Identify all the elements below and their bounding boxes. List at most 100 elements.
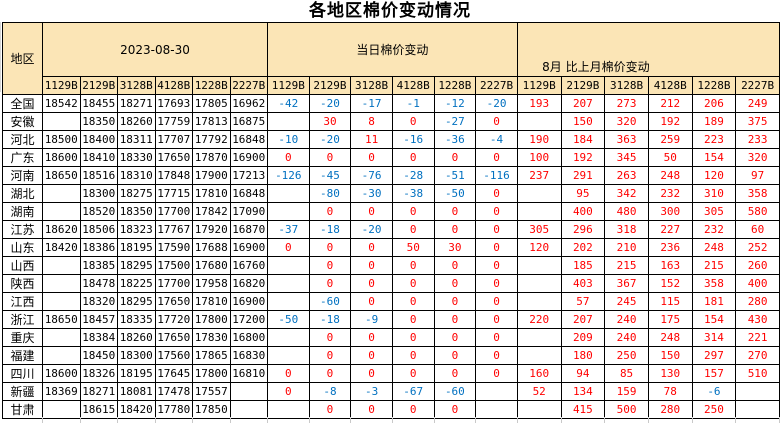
- region-label[interactable]: 甘肃: [2, 400, 43, 419]
- monthly-change-cell[interactable]: [516, 112, 562, 131]
- price-cell[interactable]: 18330: [117, 148, 156, 167]
- monthly-change-cell[interactable]: -6: [691, 382, 737, 401]
- monthly-change-cell[interactable]: 115: [647, 292, 693, 311]
- daily-change-cell[interactable]: 0: [267, 382, 310, 401]
- daily-change-cell[interactable]: 0: [433, 400, 477, 419]
- price-cell[interactable]: 18385: [79, 256, 118, 275]
- monthly-change-cell[interactable]: [516, 256, 562, 275]
- monthly-change-cell[interactable]: 400: [560, 202, 606, 221]
- price-cell[interactable]: [42, 400, 81, 419]
- monthly-change-cell[interactable]: 358: [691, 274, 737, 293]
- monthly-change-cell[interactable]: 152: [647, 274, 693, 293]
- price-cell[interactable]: 18271: [117, 94, 156, 113]
- monthly-change-cell[interactable]: 310: [691, 184, 737, 203]
- monthly-change-cell[interactable]: 236: [647, 238, 693, 257]
- daily-change-cell[interactable]: -4: [475, 130, 518, 149]
- price-cell[interactable]: 17645: [154, 364, 193, 383]
- monthly-change-cell[interactable]: 130: [647, 364, 693, 383]
- price-cell[interactable]: 16830: [229, 346, 268, 365]
- daily-change-cell[interactable]: -67: [391, 382, 435, 401]
- monthly-change-cell[interactable]: 192: [560, 148, 606, 167]
- monthly-change-cell[interactable]: 367: [604, 274, 649, 293]
- price-cell[interactable]: [42, 184, 81, 203]
- daily-change-cell[interactable]: -126: [267, 166, 310, 185]
- price-cell[interactable]: 17780: [154, 400, 193, 419]
- daily-change-cell[interactable]: 0: [475, 274, 518, 293]
- daily-change-cell[interactable]: [267, 400, 310, 419]
- price-cell[interactable]: 18323: [117, 220, 156, 239]
- daily-change-cell[interactable]: 0: [308, 328, 352, 347]
- price-cell[interactable]: 18506: [79, 220, 118, 239]
- monthly-change-cell[interactable]: 248: [647, 166, 693, 185]
- grade-code-header[interactable]: 4128B: [391, 76, 435, 95]
- monthly-change-cell[interactable]: 181: [691, 292, 737, 311]
- price-cell[interactable]: 18516: [79, 166, 118, 185]
- price-cell[interactable]: 16810: [229, 364, 268, 383]
- region-label[interactable]: 福建: [2, 346, 43, 365]
- grade-code-header[interactable]: 3128B: [350, 76, 393, 95]
- grade-code-header[interactable]: 2129B: [560, 76, 606, 95]
- price-cell[interactable]: 18295: [117, 292, 156, 311]
- price-cell[interactable]: 16870: [229, 220, 268, 239]
- daily-change-cell[interactable]: -10: [267, 130, 310, 149]
- region-label[interactable]: 山西: [2, 256, 43, 275]
- price-cell[interactable]: 17792: [192, 130, 231, 149]
- daily-change-cell[interactable]: 0: [475, 364, 518, 383]
- price-cell[interactable]: 17500: [154, 256, 193, 275]
- monthly-change-cell[interactable]: 248: [691, 238, 737, 257]
- daily-change-cell[interactable]: -60: [433, 382, 477, 401]
- price-cell[interactable]: 17805: [192, 94, 231, 113]
- daily-change-cell[interactable]: -18: [308, 310, 352, 329]
- monthly-change-cell[interactable]: 248: [647, 328, 693, 347]
- price-cell[interactable]: 16800: [229, 328, 268, 347]
- monthly-change-cell[interactable]: 270: [735, 346, 780, 365]
- price-cell[interactable]: 16962: [229, 94, 268, 113]
- price-cell[interactable]: 17958: [192, 274, 231, 293]
- price-cell[interactable]: [229, 382, 268, 401]
- daily-change-cell[interactable]: [475, 382, 518, 401]
- daily-change-cell[interactable]: 0: [350, 364, 393, 383]
- monthly-change-cell[interactable]: 150: [647, 346, 693, 365]
- monthly-change-cell[interactable]: 250: [691, 400, 737, 419]
- daily-change-cell[interactable]: -50: [267, 310, 310, 329]
- daily-change-cell[interactable]: 0: [391, 364, 435, 383]
- price-cell[interactable]: 18410: [79, 148, 118, 167]
- monthly-change-cell[interactable]: [735, 382, 780, 401]
- price-cell[interactable]: 16875: [229, 112, 268, 131]
- daily-change-cell[interactable]: -20: [350, 220, 393, 239]
- daily-change-cell[interactable]: 11: [350, 130, 393, 149]
- daily-change-cell[interactable]: -20: [475, 94, 518, 113]
- grade-code-header[interactable]: 2129B: [308, 76, 352, 95]
- monthly-change-cell[interactable]: 120: [691, 166, 737, 185]
- price-cell[interactable]: 18225: [117, 274, 156, 293]
- daily-change-cell[interactable]: 0: [391, 274, 435, 293]
- price-cell[interactable]: 18650: [42, 166, 81, 185]
- monthly-change-cell[interactable]: 314: [691, 328, 737, 347]
- price-cell[interactable]: 18275: [117, 184, 156, 203]
- grade-code-header[interactable]: 3128B: [117, 76, 156, 95]
- grade-code-header[interactable]: 4128B: [647, 76, 693, 95]
- monthly-change-cell[interactable]: 232: [647, 184, 693, 203]
- monthly-change-cell[interactable]: 120: [516, 238, 562, 257]
- monthly-change-cell[interactable]: 400: [735, 274, 780, 293]
- price-cell[interactable]: 17560: [154, 346, 193, 365]
- monthly-change-cell[interactable]: 430: [735, 310, 780, 329]
- daily-change-cell[interactable]: 0: [308, 148, 352, 167]
- price-cell[interactable]: 17650: [154, 328, 193, 347]
- price-cell[interactable]: 17759: [154, 112, 193, 131]
- region-label[interactable]: 山东: [2, 238, 43, 257]
- daily-change-cell[interactable]: -8: [308, 382, 352, 401]
- region-label[interactable]: 湖北: [2, 184, 43, 203]
- monthly-change-cell[interactable]: [735, 400, 780, 419]
- grade-code-header[interactable]: 4128B: [154, 76, 193, 95]
- monthly-change-cell[interactable]: 57: [560, 292, 606, 311]
- monthly-change-cell[interactable]: 358: [735, 184, 780, 203]
- price-cell[interactable]: 16900: [229, 238, 268, 257]
- daily-change-cell[interactable]: -51: [433, 166, 477, 185]
- price-cell[interactable]: 18600: [42, 364, 81, 383]
- daily-change-cell[interactable]: -17: [350, 94, 393, 113]
- daily-change-cell[interactable]: 0: [475, 256, 518, 275]
- daily-change-cell[interactable]: 0: [308, 202, 352, 221]
- daily-change-cell[interactable]: [267, 184, 310, 203]
- daily-change-cell[interactable]: 0: [350, 346, 393, 365]
